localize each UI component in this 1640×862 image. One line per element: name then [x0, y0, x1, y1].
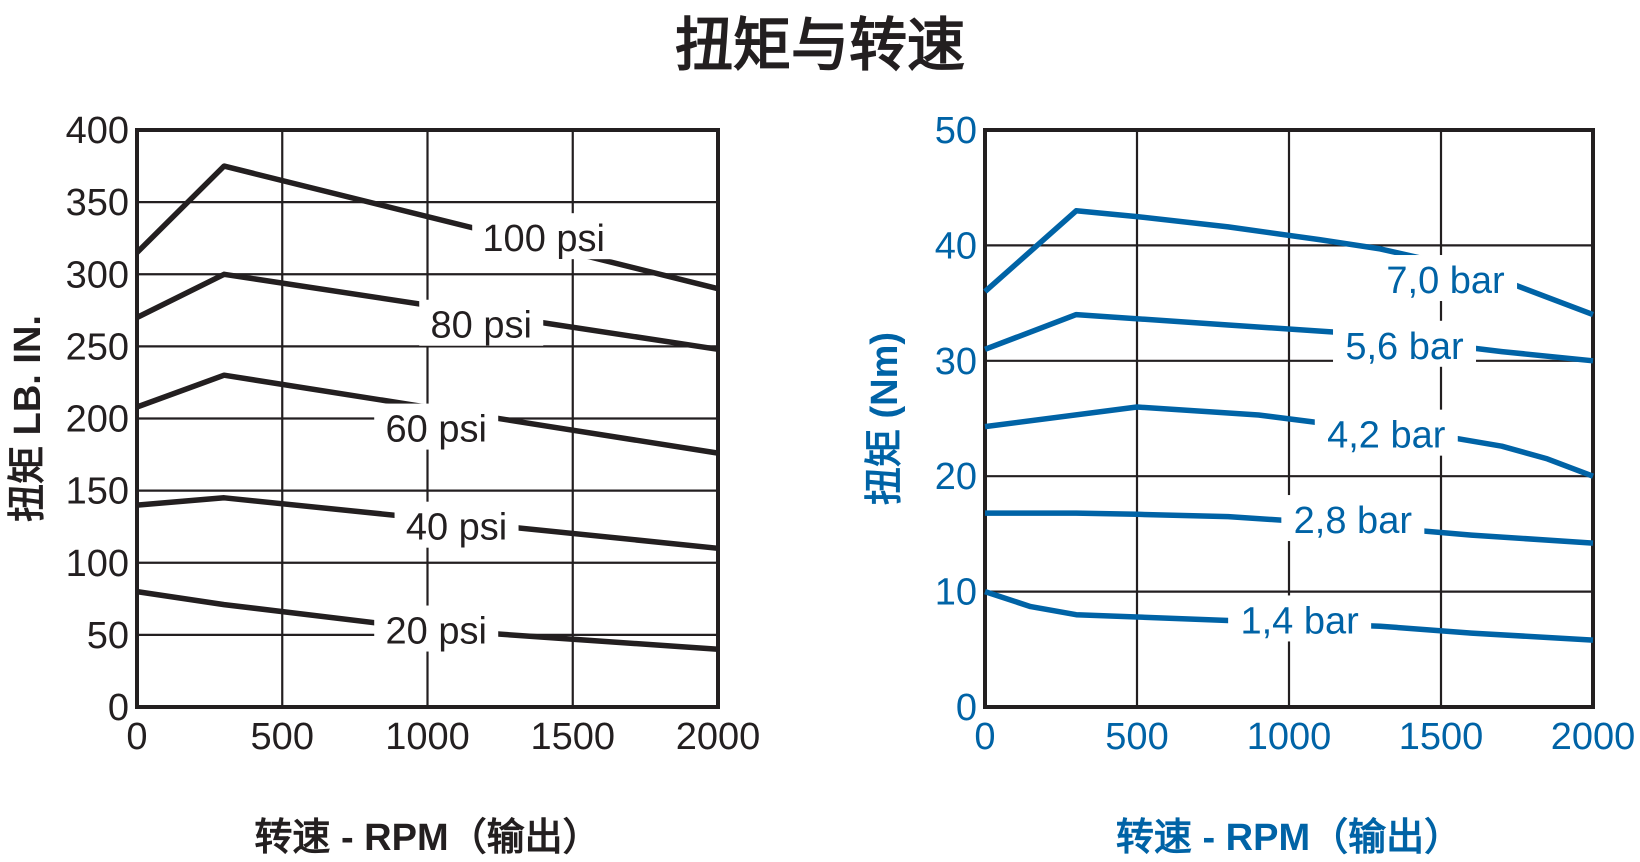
y-tick-label: 10 [935, 572, 977, 614]
y-tick-label: 250 [66, 326, 129, 368]
y-axis-title: 扭矩 LB. IN. [7, 315, 49, 522]
series-line [983, 208, 1594, 318]
series-label-bg [472, 213, 616, 260]
y-tick-label: 0 [108, 687, 129, 729]
imperial-torque-chart: 0 500 1000 1500 2000 0 50 100 150 200 250 300 350 400… [7, 110, 760, 859]
x-tick-label: 1000 [1247, 716, 1332, 758]
series-label-bg [394, 501, 519, 548]
x-tick-label: 1500 [530, 716, 615, 758]
series-label: 100 psi [482, 218, 605, 260]
series-line [135, 271, 719, 353]
plot-frame [135, 128, 720, 709]
plot-frame [983, 128, 1595, 709]
series-line [985, 510, 1594, 546]
x-tick-label: 2000 [1551, 716, 1636, 758]
y-tick-label: 150 [66, 471, 129, 513]
series-label-bg [374, 605, 499, 652]
series-label-bg [1281, 495, 1425, 542]
x-tick-label: 500 [1105, 716, 1168, 758]
series-label: 60 psi [386, 409, 487, 451]
series-label: 20 psi [386, 611, 487, 653]
x-axis-title: 转速 - RPM（输出） [254, 817, 600, 859]
y-tick-label: 300 [66, 254, 129, 296]
y-tick-label: 100 [66, 543, 129, 585]
series-label-bg [1228, 595, 1372, 642]
y-tick-label: 20 [935, 456, 977, 498]
y-tick-label: 30 [935, 341, 977, 383]
y-tick-label: 0 [956, 687, 977, 729]
x-tick-label: 1000 [385, 716, 470, 758]
series-label: 4,2 bar [1327, 415, 1446, 457]
series-label: 80 psi [431, 305, 532, 347]
x-axis-title: 转速 - RPM（输出） [1116, 817, 1462, 859]
series-line [136, 372, 719, 456]
x-tick-label: 0 [974, 716, 995, 758]
series-line [984, 311, 1594, 364]
x-tick-label: 1500 [1399, 716, 1484, 758]
figure-title: 扭矩与转速 [675, 11, 965, 79]
series-label-bg [419, 299, 544, 346]
series-label-bg [1333, 320, 1477, 367]
metric-torque-chart: 0 500 1000 1500 2000 0 10 20 30 40 50 转速 - RPM（输出） 扭… [864, 110, 1635, 859]
x-tick-label: 500 [251, 716, 314, 758]
series-label: 2,8 bar [1294, 500, 1413, 542]
series-label-bg [1374, 255, 1518, 302]
series-label: 40 psi [406, 507, 507, 549]
x-tick-label: 0 [126, 716, 147, 758]
series-line [136, 588, 719, 653]
y-axis-title: 扭矩 (Nm) [864, 332, 906, 505]
y-tick-label: 200 [66, 399, 129, 441]
series-label: 5,6 bar [1345, 326, 1464, 368]
series-label: 1,4 bar [1240, 600, 1359, 642]
series-label-bg [1314, 409, 1458, 456]
y-tick-label: 50 [87, 615, 129, 657]
series-label-bg [374, 403, 499, 450]
y-tick-label: 350 [66, 182, 129, 224]
y-tick-label: 400 [66, 110, 129, 152]
series-line [136, 495, 719, 552]
x-tick-label: 2000 [676, 716, 761, 758]
series-label: 7,0 bar [1386, 260, 1505, 302]
y-tick-label: 40 [935, 225, 977, 267]
y-tick-label: 50 [935, 110, 977, 152]
